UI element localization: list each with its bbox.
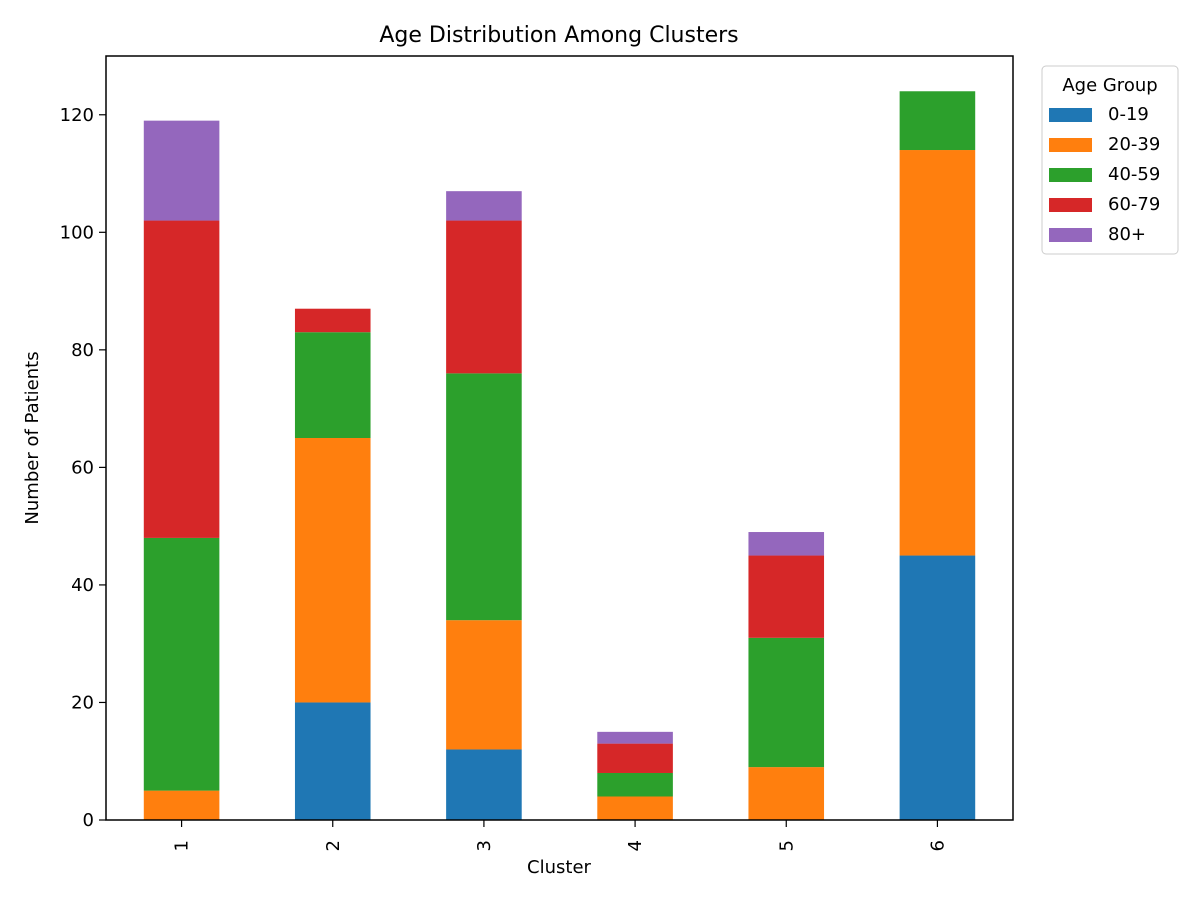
bar-cluster-6-series-0 [899,555,976,820]
bar-cluster-3-series-1 [446,620,522,750]
legend: Age Group 0-19 20-39 40-59 60-79 80+ [1041,65,1179,255]
x-tick-label: 3 [474,840,495,851]
bar-cluster-5-series-3 [748,555,825,638]
chart-title: Age Distribution Among Clusters [379,23,738,48]
bar-cluster-1-series-2 [143,537,220,791]
legend-swatch [1049,108,1092,122]
x-axis: 1 2 3 4 5 6 [172,820,948,851]
x-tick-label: 5 [776,840,797,851]
legend-label: 0-19 [1108,104,1149,125]
legend-label: 80+ [1108,224,1146,245]
x-tick-label: 6 [927,840,948,851]
plot-frame [105,55,1014,821]
bar-cluster-4-series-1 [597,796,673,820]
legend-swatch [1049,168,1092,182]
bar-cluster-3-series-0 [446,749,522,820]
y-tick-label: 80 [71,340,94,361]
bar-cluster-5-series-1 [748,767,825,820]
legend-items: 0-19 20-39 40-59 60-79 80+ [1049,104,1160,245]
bar-cluster-6-series-2 [899,91,976,151]
bar-cluster-4-series-4 [597,731,673,744]
y-tick-label: 120 [60,105,94,126]
legend-swatch [1049,198,1092,212]
bar-cluster-2-series-3 [294,308,371,333]
y-tick-label: 60 [71,457,94,478]
bar-cluster-5-series-2 [748,637,825,768]
bar-cluster-2-series-2 [294,332,371,438]
bar-cluster-2-series-0 [294,702,371,820]
x-axis-label: Cluster [527,857,591,878]
bar-cluster-6-series-1 [899,150,976,556]
legend-title: Age Group [1062,75,1157,96]
x-tick-label: 2 [323,840,344,851]
y-tick-label: 20 [71,692,94,713]
y-tick-label: 0 [83,810,94,831]
bar-cluster-1-series-1 [143,790,220,820]
y-tick-label: 40 [71,575,94,596]
y-axis-label: Number of Patients [22,351,43,524]
bar-cluster-3-series-3 [446,220,522,374]
bars-group [143,91,976,820]
bar-cluster-3-series-4 [446,191,522,221]
bar-cluster-1-series-3 [143,220,220,538]
bar-cluster-5-series-4 [748,532,825,556]
legend-label: 20-39 [1108,134,1160,155]
bar-cluster-4-series-2 [597,772,673,797]
x-tick-label: 4 [625,840,646,851]
legend-label: 60-79 [1108,194,1160,215]
bar-cluster-2-series-1 [294,438,371,703]
bar-cluster-1-series-4 [143,120,220,221]
legend-swatch [1049,228,1092,242]
x-tick-label: 1 [172,840,193,851]
legend-swatch [1049,138,1092,152]
y-tick-label: 100 [60,222,94,243]
bar-cluster-3-series-2 [446,373,522,621]
legend-label: 40-59 [1108,164,1160,185]
bar-cluster-4-series-3 [597,743,673,773]
y-axis: 0 20 40 60 80 100 120 [60,105,106,831]
